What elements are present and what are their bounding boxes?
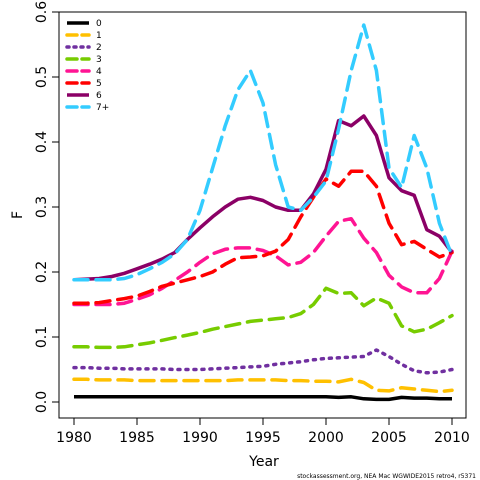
x-axis-title: Year [248, 454, 279, 470]
y-tick-label: 0.1 [34, 326, 50, 348]
y-tick-label: 0.4 [34, 131, 50, 153]
x-axis: 1980 1985 1990 1995 2000 2005 2010 [56, 417, 470, 446]
series-line-2 [72, 348, 454, 375]
y-axis: 0.0 0.1 0.2 0.3 0.4 0.5 0.6 [34, 1, 60, 413]
footer-note: stockassessment.org, NEA Mac WGWIDE2015 … [297, 473, 476, 480]
legend-label: 4 [96, 67, 102, 77]
x-tick-label: 2000 [308, 430, 344, 446]
series-line-3 [72, 286, 454, 350]
x-tick-label: 1990 [182, 430, 218, 446]
x-tick-label: 1995 [245, 430, 281, 446]
series-line-1 [72, 377, 454, 394]
legend-label: 5 [96, 79, 102, 89]
legend-label: 3 [96, 55, 102, 65]
y-tick-label: 0.2 [34, 261, 50, 283]
x-tick-label: 2010 [434, 430, 470, 446]
series-line-5 [72, 169, 454, 305]
legend: 0 1 2 3 4 5 6 7+ [65, 19, 109, 113]
legend-label: 2 [96, 43, 102, 53]
y-axis-title: F [10, 211, 26, 219]
series-layer [72, 23, 454, 402]
x-tick-label: 1980 [56, 430, 92, 446]
y-tick-label: 0.6 [34, 1, 50, 23]
legend-label: 0 [96, 19, 102, 29]
y-tick-label: 0.3 [34, 196, 50, 218]
x-tick-label: 2005 [371, 430, 407, 446]
series-line-4 [72, 216, 454, 307]
series-line-7plus [72, 23, 454, 282]
legend-label: 1 [96, 31, 102, 41]
y-tick-label: 0.0 [34, 391, 50, 413]
legend-label: 7+ [96, 103, 109, 113]
series-line-0 [74, 395, 452, 402]
plot-frame [58, 11, 467, 419]
series-line-6 [73, 114, 454, 282]
x-tick-label: 1985 [119, 430, 155, 446]
legend-label: 6 [96, 91, 102, 101]
y-tick-label: 0.5 [34, 66, 50, 88]
